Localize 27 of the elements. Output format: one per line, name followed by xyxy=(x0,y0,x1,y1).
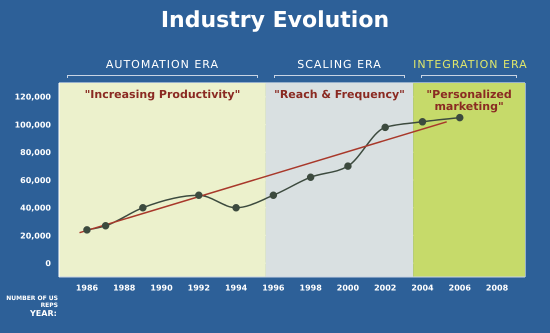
x-tick-label: 1992 xyxy=(188,284,210,293)
y-tick-label: 80,000 xyxy=(20,148,52,158)
x-axis-title: YEAR: xyxy=(30,309,57,318)
x-tick-label: 2006 xyxy=(448,284,472,293)
y-tick-label: 120,000 xyxy=(14,92,52,102)
y-tick-label: 60,000 xyxy=(20,176,52,185)
y-tick-label: 100,000 xyxy=(14,120,52,130)
x-tick-label: 2008 xyxy=(486,284,509,293)
band-label: INTEGRATION ERA xyxy=(413,58,528,71)
band-label: SCALING ERA xyxy=(296,58,383,71)
x-tick-label: 2004 xyxy=(411,284,434,293)
x-tick-label: 2000 xyxy=(336,284,360,293)
x-tick-label: 1996 xyxy=(262,284,285,293)
x-tick-label: 1986 xyxy=(76,284,99,293)
y-tick-label: 0 xyxy=(45,258,52,268)
annotation: "Increasing Productivity" xyxy=(84,88,242,101)
x-tick-label: 1990 xyxy=(150,284,174,293)
x-tick-label: 2002 xyxy=(374,284,396,293)
x-tick-label: 1988 xyxy=(113,284,136,293)
y-tick-label: 40,000 xyxy=(20,204,52,213)
x-tick-label: 1998 xyxy=(300,284,322,293)
band-label: AUTOMATION ERA xyxy=(104,58,220,71)
x-tick-label: 1994 xyxy=(224,284,248,293)
chart-title: Industry Evolution xyxy=(160,8,390,33)
annotation: "Reach & Frequency" xyxy=(273,88,406,101)
annotation: "Personalized marketing" xyxy=(425,88,513,113)
y-tick-label: 20,000 xyxy=(20,231,52,240)
